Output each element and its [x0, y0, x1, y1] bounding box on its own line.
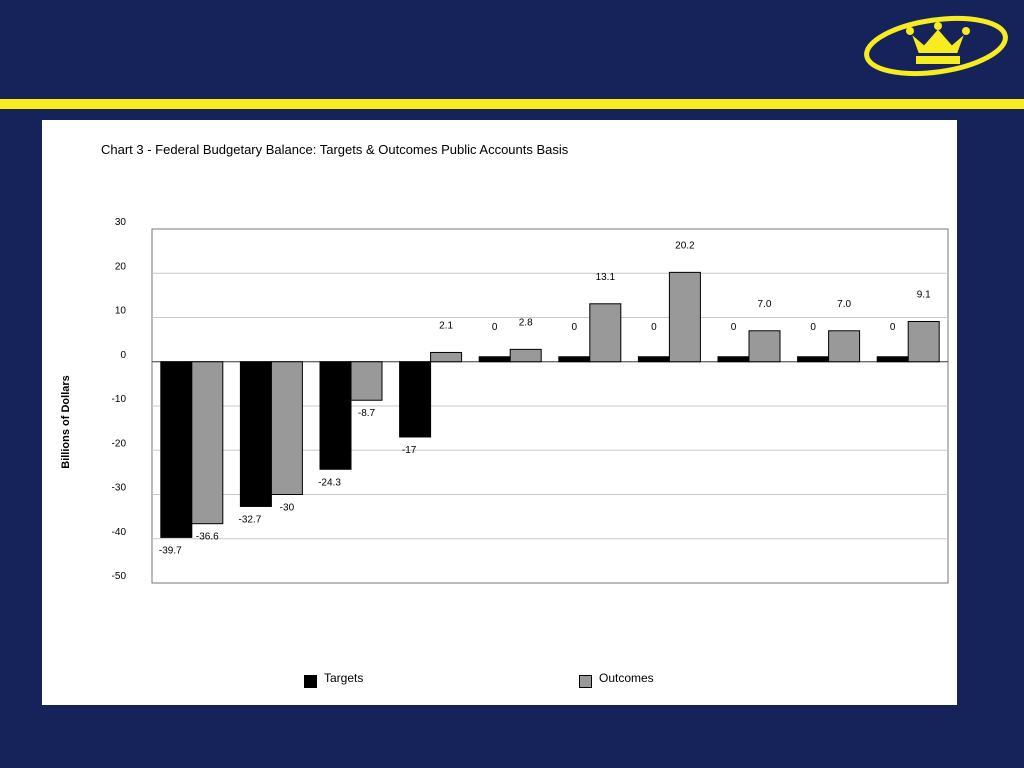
chart-title: Chart 3 - Federal Budgetary Balance: Tar…	[101, 142, 569, 157]
outcome-data-label: 2.1	[439, 320, 453, 331]
outcome-data-label: 20.2	[675, 240, 695, 251]
target-data-label: -32.7	[239, 514, 262, 525]
outcome-data-label: 13.1	[596, 272, 616, 283]
target-data-label: 0	[572, 322, 578, 333]
bar-chart: Billions of Dollars 30 20 10 0 -10 -20 -30 -40 -…	[60, 217, 949, 584]
outcome-bar	[270, 361, 303, 495]
crown-logo-icon	[864, 15, 1008, 77]
outcome-bar	[430, 351, 463, 363]
target-bar	[637, 356, 670, 363]
outcome-bar	[828, 330, 861, 363]
target-bar	[717, 356, 750, 363]
target-bar	[239, 361, 272, 507]
target-bar	[478, 356, 511, 363]
target-data-label: 0	[492, 322, 498, 333]
legend-targets-label: Targets	[324, 671, 364, 685]
target-bar	[160, 361, 193, 538]
outcome-data-label: 9.1	[917, 289, 931, 300]
y-tick-label: 20	[115, 261, 127, 272]
outcome-data-label: -8.7	[358, 408, 376, 419]
y-tick-label: -30	[112, 483, 127, 494]
outcome-bar	[191, 361, 224, 525]
target-data-label: -24.3	[318, 477, 341, 488]
legend-targets: Targets	[304, 671, 364, 688]
legend-outcomes: Outcomes	[579, 671, 654, 688]
y-tick-label: -50	[112, 571, 127, 582]
header-accent-bar	[0, 99, 1024, 109]
outcome-bar	[907, 320, 940, 363]
outcome-bar	[748, 330, 781, 363]
legend-outcomes-label: Outcomes	[599, 671, 654, 685]
outcome-bar	[350, 361, 383, 401]
outcome-data-label: 2.8	[519, 317, 533, 328]
target-data-label: 0	[731, 322, 737, 333]
target-bar	[399, 361, 432, 438]
y-tick-label: -10	[112, 394, 127, 405]
outcome-bar	[509, 348, 542, 363]
target-bar	[558, 356, 591, 363]
y-tick-label: 10	[115, 306, 127, 317]
outcome-data-label: -30	[280, 503, 295, 514]
chart-panel: Chart 3 - Federal Budgetary Balance: Tar…	[42, 120, 957, 705]
target-bar	[797, 356, 830, 363]
target-data-label: -39.7	[159, 545, 182, 556]
y-tick-label: -20	[112, 438, 127, 449]
outcome-data-label: 7.0	[837, 299, 851, 310]
outcome-data-label: -36.6	[196, 532, 219, 543]
y-axis-label: Billions of Dollars	[60, 375, 72, 469]
target-bar	[319, 361, 352, 470]
legend-outcomes-swatch	[579, 674, 592, 688]
y-tick-label: 0	[120, 350, 126, 361]
y-tick-label: 30	[115, 217, 127, 228]
legend-targets-swatch	[304, 674, 317, 688]
target-data-label: -17	[402, 445, 417, 456]
target-data-label: 0	[810, 322, 816, 333]
target-data-label: 0	[651, 322, 657, 333]
target-data-label: 0	[890, 322, 896, 333]
outcome-bar	[589, 303, 622, 363]
outcome-bar	[668, 271, 701, 363]
outcome-data-label: 7.0	[758, 299, 772, 310]
y-tick-label: -40	[112, 527, 127, 538]
target-bar	[876, 356, 909, 363]
